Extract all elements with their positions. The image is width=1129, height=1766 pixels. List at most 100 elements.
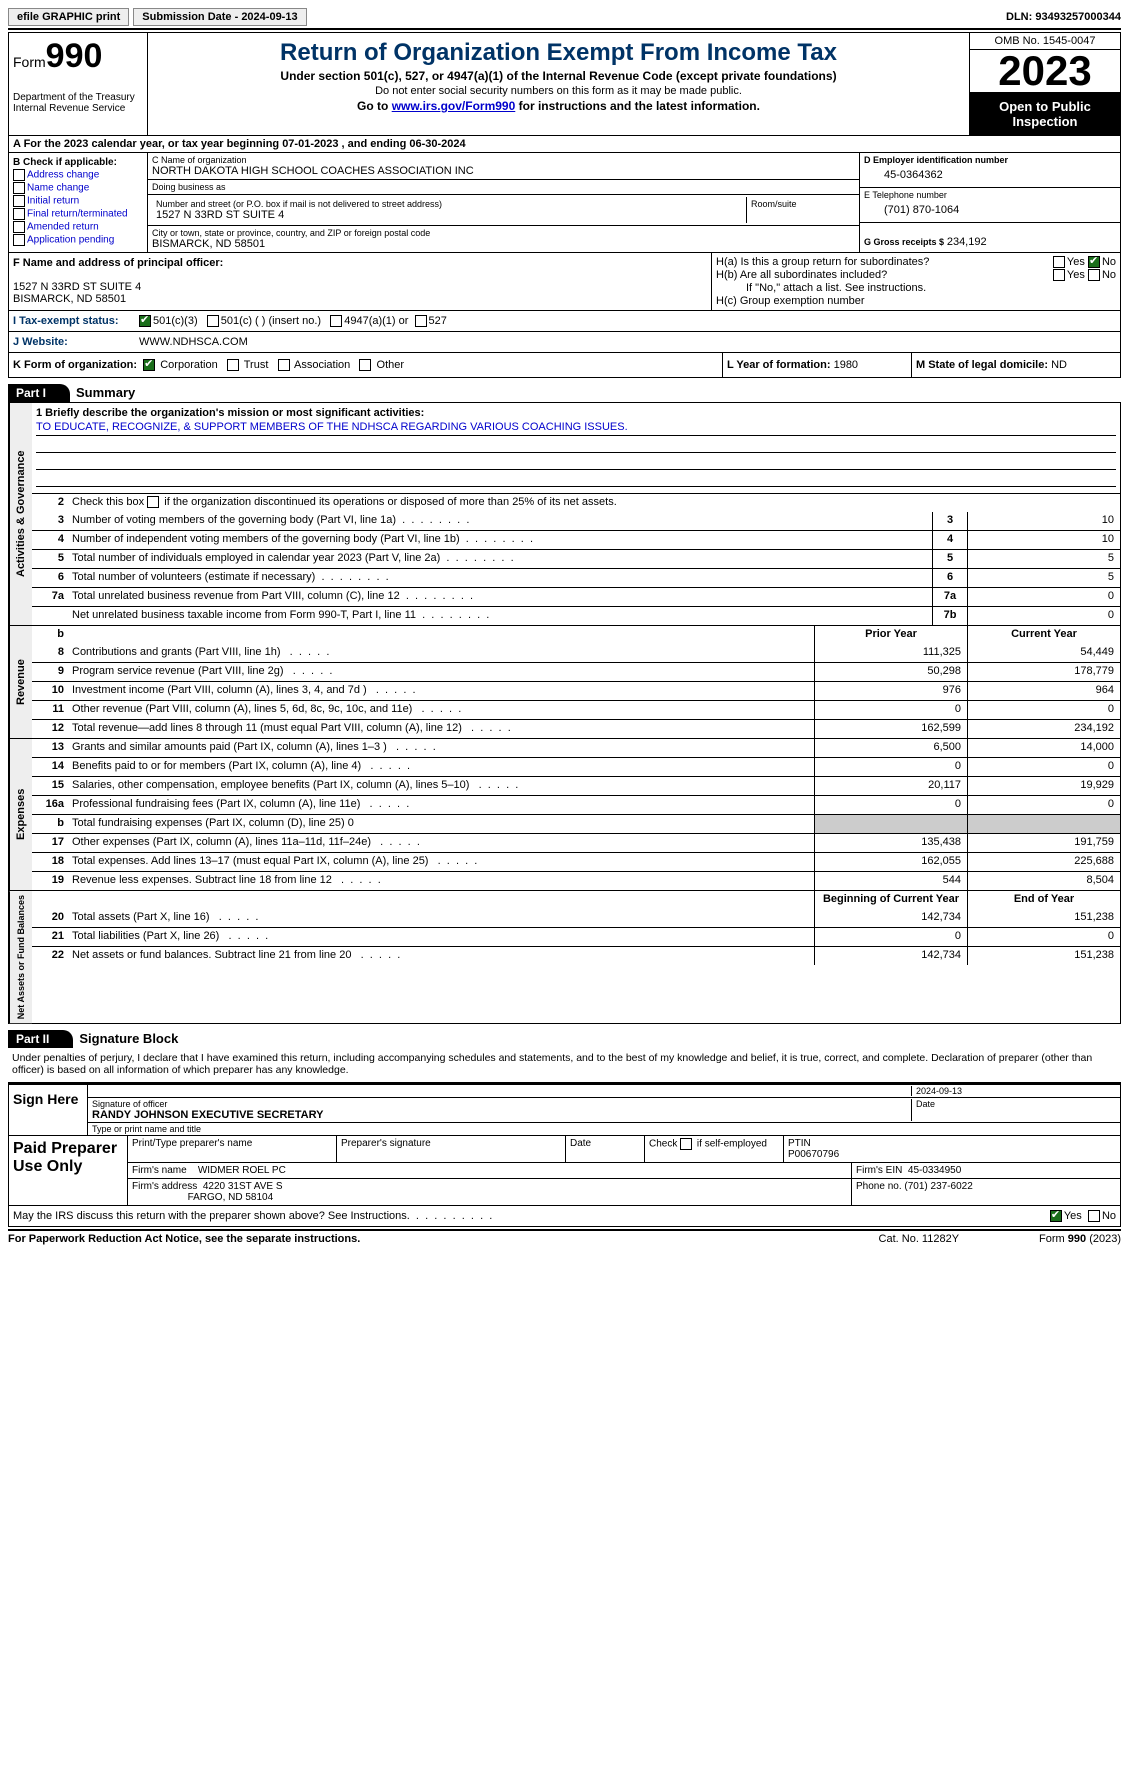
state-domicile: ND [1051, 359, 1067, 371]
cat-no: Cat. No. 11282Y [879, 1233, 960, 1245]
summary-row: 11Other revenue (Part VIII, column (A), … [32, 700, 1120, 719]
501c-checkbox[interactable] [207, 315, 219, 327]
perjury-statement: Under penalties of perjury, I declare th… [8, 1048, 1121, 1080]
firm-phone: Phone no. (701) 237-6022 [852, 1179, 1120, 1205]
e-phone: E Telephone number (701) 870-1064 [860, 188, 1120, 223]
summary-row: 5Total number of individuals employed in… [32, 549, 1120, 568]
summary-row: 4Number of independent voting members of… [32, 530, 1120, 549]
l-label: L Year of formation: [727, 359, 831, 371]
preparer-date-label: Date [566, 1136, 645, 1162]
other-checkbox[interactable] [359, 359, 371, 371]
summary-row: 8Contributions and grants (Part VIII, li… [32, 644, 1120, 662]
d-ein: D Employer identification number 45-0364… [860, 153, 1120, 188]
hb-note: If "No," attach a list. See instructions… [716, 282, 1116, 294]
current-year-header: Current Year [967, 626, 1120, 644]
discuss-yes-checkbox[interactable] [1050, 1210, 1062, 1222]
hb-no-checkbox[interactable] [1088, 269, 1100, 281]
b-checkbox[interactable] [13, 208, 25, 220]
m-label: M State of legal domicile: [916, 359, 1048, 371]
preparer-name-label: Print/Type preparer's name [128, 1136, 337, 1162]
b-check-item: Application pending [13, 234, 143, 246]
summary-row: 12Total revenue—add lines 8 through 11 (… [32, 719, 1120, 738]
paperwork-notice: For Paperwork Reduction Act Notice, see … [8, 1233, 360, 1245]
c-dba: Doing business as [148, 180, 859, 195]
year-formation: 1980 [834, 359, 858, 371]
summary-table: Activities & Governance 1 Briefly descri… [8, 402, 1121, 1024]
summary-row: 13Grants and similar amounts paid (Part … [32, 739, 1120, 757]
discuss-no-checkbox[interactable] [1088, 1210, 1100, 1222]
sig-date: 2024-09-13 [911, 1086, 1116, 1096]
form-990: 990 [46, 37, 103, 75]
c-address: Number and street (or P.O. box if mail i… [148, 195, 859, 226]
summary-row: 14Benefits paid to or for members (Part … [32, 757, 1120, 776]
irs-link[interactable]: www.irs.gov/Form990 [392, 99, 516, 113]
summary-row: 7aTotal unrelated business revenue from … [32, 587, 1120, 606]
i-label: I Tax-exempt status: [13, 315, 139, 327]
line2-checkbox[interactable] [147, 496, 159, 508]
hc-label: H(c) Group exemption number [716, 295, 865, 307]
ha-label: H(a) Is this a group return for subordin… [716, 256, 929, 268]
c-org-name: C Name of organization NORTH DAKOTA HIGH… [148, 153, 859, 180]
corp-checkbox[interactable] [143, 359, 155, 371]
form-subtitle: Under section 501(c), 527, or 4947(a)(1)… [154, 69, 963, 83]
ha-yes-checkbox[interactable] [1053, 256, 1065, 268]
summary-row: 18Total expenses. Add lines 13–17 (must … [32, 852, 1120, 871]
self-employed: Check if self-employed [645, 1136, 784, 1162]
summary-row: 16aProfessional fundraising fees (Part I… [32, 795, 1120, 814]
501c3-checkbox[interactable] [139, 315, 151, 327]
part2-title: Signature Block [79, 1031, 178, 1046]
summary-row: 3Number of voting members of the governi… [32, 512, 1120, 530]
form-number: Form990 [13, 37, 143, 76]
form-ref: Form 990 (2023) [1039, 1233, 1121, 1245]
row-fh: F Name and address of principal officer:… [8, 253, 1121, 311]
b-checkbox[interactable] [13, 234, 25, 246]
4947-checkbox[interactable] [330, 315, 342, 327]
website-url: WWW.NDHSCA.COM [139, 336, 248, 348]
sign-here: Sign Here [9, 1085, 88, 1135]
b-check-item: Amended return [13, 221, 143, 233]
b-checkbox[interactable] [13, 195, 25, 207]
paid-preparer-label: Paid Preparer Use Only [9, 1136, 128, 1205]
trust-checkbox[interactable] [227, 359, 239, 371]
hb-label: H(b) Are all subordinates included? [716, 269, 887, 281]
dln: DLN: 93493257000344 [1006, 11, 1121, 23]
submission-date: Submission Date - 2024-09-13 [133, 8, 306, 26]
open-inspection: Open to Public Inspection [970, 93, 1120, 135]
form-title: Return of Organization Exempt From Incom… [154, 39, 963, 67]
self-employed-checkbox[interactable] [680, 1138, 692, 1150]
summary-row: 20Total assets (Part X, line 16) . . . .… [32, 909, 1120, 927]
prior-year-header: Prior Year [814, 626, 967, 644]
vlabel-revenue: Revenue [9, 626, 32, 738]
b-checkbox[interactable] [13, 182, 25, 194]
k-label: K Form of organization: [13, 359, 137, 371]
f-principal-officer: F Name and address of principal officer:… [9, 253, 712, 310]
row-a-tax-year: A For the 2023 calendar year, or tax yea… [8, 136, 1121, 153]
b-header: B Check if applicable: [13, 157, 143, 168]
form-label: Form [13, 54, 46, 70]
mission-block: 1 Briefly describe the organization's mi… [32, 403, 1120, 493]
527-checkbox[interactable] [415, 315, 427, 327]
summary-row: 6Total number of volunteers (estimate if… [32, 568, 1120, 587]
efile-print-button[interactable]: efile GRAPHIC print [8, 8, 129, 26]
begin-year-header: Beginning of Current Year [814, 891, 967, 909]
row-j-website: J Website: WWW.NDHSCA.COM [8, 332, 1121, 353]
b-check-item: Final return/terminated [13, 208, 143, 220]
h-group: H(a) Is this a group return for subordin… [712, 253, 1120, 310]
mission-text: TO EDUCATE, RECOGNIZE, & SUPPORT MEMBERS… [36, 421, 1116, 436]
preparer-sig-label: Preparer's signature [337, 1136, 566, 1162]
department: Department of the Treasury Internal Reve… [13, 92, 143, 114]
summary-row: 10Investment income (Part VIII, column (… [32, 681, 1120, 700]
goto-line: Go to www.irs.gov/Form990 for instructio… [154, 99, 963, 113]
firm-name: Firm's name WIDMER ROEL PC [128, 1163, 852, 1178]
hb-yes-checkbox[interactable] [1053, 269, 1065, 281]
ha-no-checkbox[interactable] [1088, 256, 1100, 268]
assoc-checkbox[interactable] [278, 359, 290, 371]
firm-address: Firm's address 4220 31ST AVE S FARGO, ND… [128, 1179, 852, 1205]
end-year-header: End of Year [967, 891, 1120, 909]
b-checkbox[interactable] [13, 169, 25, 181]
top-bar: efile GRAPHIC print Submission Date - 20… [8, 8, 1121, 30]
firm-ein: Firm's EIN 45-0334950 [852, 1163, 1120, 1178]
signature-block: Sign Here 2024-09-13 Signature of office… [8, 1082, 1121, 1227]
b-checkbox[interactable] [13, 221, 25, 233]
summary-row: 9Program service revenue (Part VIII, lin… [32, 662, 1120, 681]
